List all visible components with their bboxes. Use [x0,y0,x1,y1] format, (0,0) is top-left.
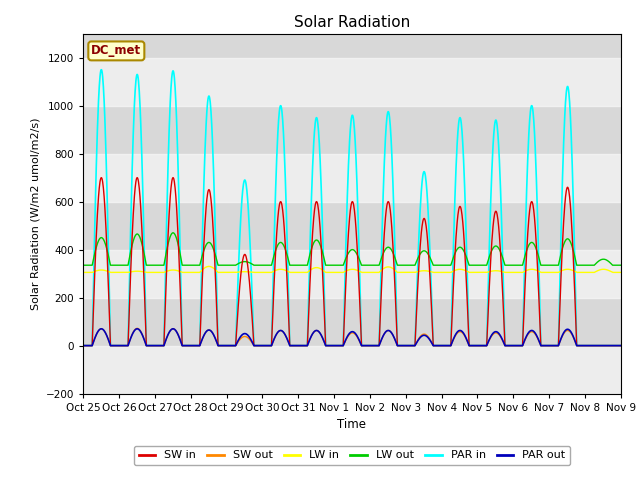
X-axis label: Time: Time [337,418,367,431]
Bar [83,250,621,298]
Bar [83,154,621,202]
Legend: SW in, SW out, LW in, LW out, PAR in, PAR out: SW in, SW out, LW in, LW out, PAR in, PA… [134,446,570,465]
Bar [83,58,621,106]
Title: Solar Radiation: Solar Radiation [294,15,410,30]
Y-axis label: Solar Radiation (W/m2 umol/m2/s): Solar Radiation (W/m2 umol/m2/s) [30,117,40,310]
Text: DC_met: DC_met [92,44,141,58]
Bar [83,346,621,394]
